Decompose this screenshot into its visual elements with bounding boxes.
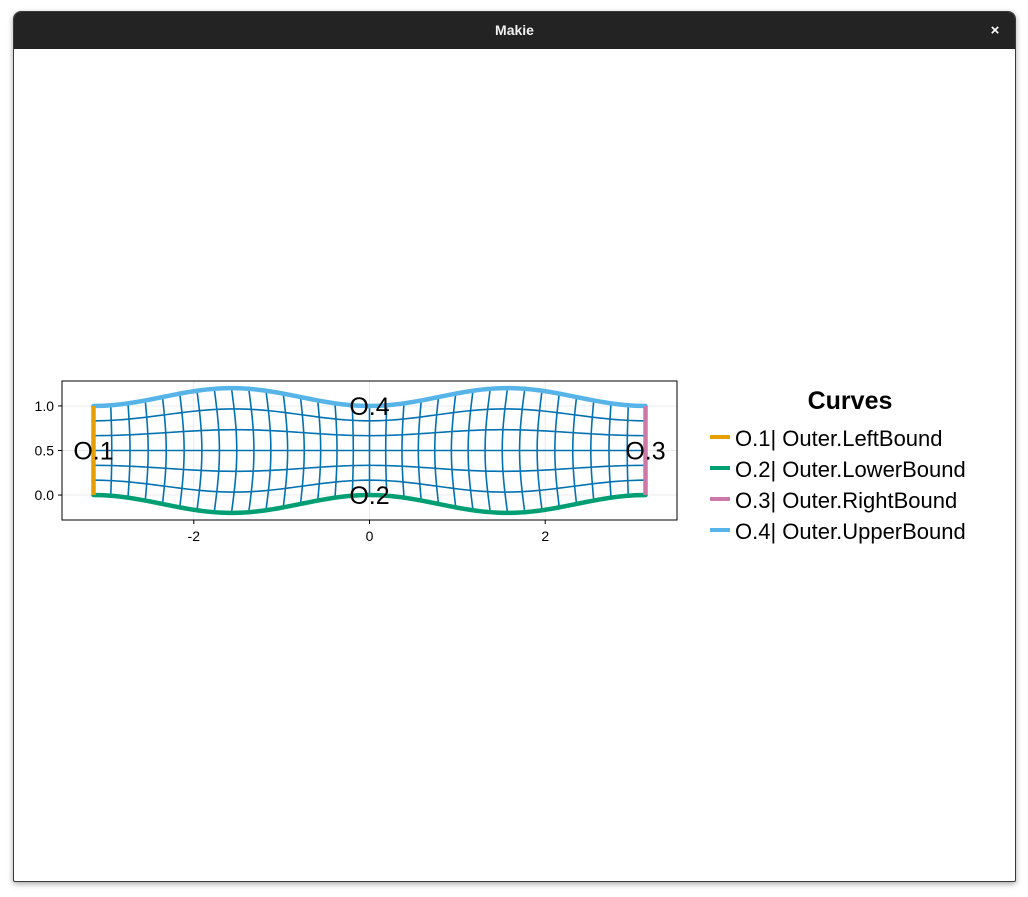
window-title: Makie: [495, 22, 534, 38]
curve-label-o4: O.4: [349, 393, 389, 421]
figure-canvas: -2 0 2 0.0 0.5 1.0 O.1 O.2 O.3 O.4 Curves O.1| O…: [35, 380, 966, 544]
curve-labels: O.1 O.2 O.3 O.4: [73, 393, 665, 510]
app-window: Makie × -2 0 2 0.0 0.5 1.0 O.1 O.2 O.3 O.4 Curve…: [13, 11, 1016, 882]
legend-label-upper-bound: O.4| Outer.UpperBound: [735, 519, 966, 544]
axis-ticks: -2 0 2 0.0 0.5 1.0: [35, 398, 550, 544]
mesh-row-line: [93, 428, 646, 437]
close-button[interactable]: ×: [990, 22, 1000, 39]
curve-label-o3: O.3: [625, 438, 665, 466]
legend: Curves O.1| Outer.LeftBound O.2| Outer.L…: [710, 387, 966, 544]
legend-title: Curves: [808, 387, 893, 415]
legend-entry-lower-bound[interactable]: O.2| Outer.LowerBound: [710, 457, 966, 482]
title-bar[interactable]: Makie ×: [14, 12, 1015, 49]
legend-label-left-bound: O.1| Outer.LeftBound: [735, 426, 943, 451]
boundary-curves: [91, 385, 648, 516]
legend-label-lower-bound: O.2| Outer.LowerBound: [735, 457, 966, 482]
mesh-row-line: [93, 479, 646, 493]
legend-entry-right-bound[interactable]: O.3| Outer.RightBound: [710, 488, 957, 513]
mesh-grid: [93, 388, 646, 513]
curve-upper-bound: [91, 385, 648, 409]
x-tick-label-0: -2: [188, 528, 201, 544]
y-tick-label-1: 0.5: [35, 443, 55, 459]
curve-label-o2: O.2: [349, 482, 389, 510]
legend-entry-upper-bound[interactable]: O.4| Outer.UpperBound: [710, 519, 966, 544]
legend-label-right-bound: O.3| Outer.RightBound: [735, 488, 957, 513]
y-tick-label-2: 1.0: [35, 398, 55, 414]
mesh-row-line: [93, 464, 646, 473]
x-tick-label-1: 0: [366, 528, 374, 544]
curve-lower-bound: [91, 492, 648, 516]
curve-label-o1: O.1: [73, 438, 113, 466]
legend-entry-left-bound[interactable]: O.1| Outer.LeftBound: [710, 426, 943, 451]
x-tick-label-2: 2: [541, 528, 549, 544]
y-tick-label-0: 0.0: [35, 487, 55, 503]
mesh-row-line: [93, 408, 646, 422]
